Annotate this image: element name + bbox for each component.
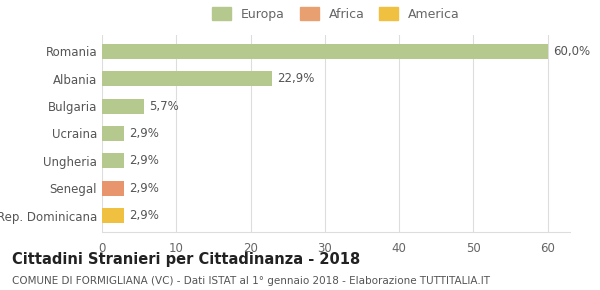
Bar [102, 181, 124, 196]
Text: 22,9%: 22,9% [277, 72, 314, 85]
Bar [102, 99, 145, 114]
Text: 60,0%: 60,0% [553, 45, 590, 58]
Bar [102, 71, 272, 86]
Text: 5,7%: 5,7% [149, 99, 179, 113]
Legend: Europa, Africa, America: Europa, Africa, America [208, 3, 464, 25]
Text: 2,9%: 2,9% [129, 154, 158, 167]
Bar [102, 44, 548, 59]
Bar [102, 208, 124, 223]
Text: 2,9%: 2,9% [129, 209, 158, 222]
Bar [102, 153, 124, 168]
Text: 2,9%: 2,9% [129, 127, 158, 140]
Text: COMUNE DI FORMIGLIANA (VC) - Dati ISTAT al 1° gennaio 2018 - Elaborazione TUTTIT: COMUNE DI FORMIGLIANA (VC) - Dati ISTAT … [12, 276, 490, 285]
Text: Cittadini Stranieri per Cittadinanza - 2018: Cittadini Stranieri per Cittadinanza - 2… [12, 252, 360, 267]
Bar [102, 126, 124, 141]
Text: 2,9%: 2,9% [129, 182, 158, 195]
